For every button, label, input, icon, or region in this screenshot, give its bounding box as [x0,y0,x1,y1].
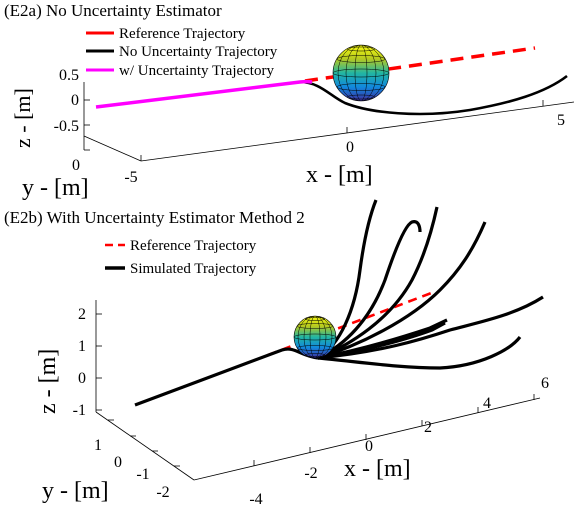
panel-title: (E2b) With Uncertainty Estimator Method … [4,208,305,227]
panel-title: (E2a) No Uncertainty Estimator [4,1,222,20]
simulated-trajectory [317,295,544,360]
simulated-trajectory [317,221,487,360]
panel-e2b: (E2b) With Uncertainty Estimator Method … [4,199,549,506]
x-tick: 5 [557,112,565,129]
y-tick: 0 [72,157,80,174]
x-tick: 2 [424,419,432,436]
reference-trajectory [304,46,536,83]
x-tick: 0 [365,438,373,455]
x-tick: -2 [304,465,317,482]
legend: Reference Trajectory No Uncertainty Traj… [81,22,279,82]
y-axis-label: y - [m] [22,175,89,201]
z-tick: 0.5 [59,67,79,84]
legend: Reference Trajectory Simulated Trajector… [100,232,286,280]
y-axis-label: y - [m] [42,478,109,504]
legend-label: Reference Trajectory [119,26,246,42]
simulated-trajectory [317,335,522,370]
sphere-obstacle [332,44,390,102]
no-uncertainty-trajectory [299,74,568,116]
sphere-obstacle [293,315,337,359]
x-axis-label: x - [m] [344,456,411,482]
x-tick: 4 [483,395,491,412]
z-tick: 2 [78,306,86,323]
z-tick: 1 [78,338,86,355]
x-tick: 6 [541,375,549,392]
simulated-trajectory [317,220,422,360]
z-axis-label: z - [m] [10,88,35,148]
z-tick: 0 [78,370,86,387]
y-tick: 1 [94,437,102,454]
panel-e2a: (E2a) No Uncertainty Estimator 0.5 0 -0.… [4,1,575,201]
legend-label: w/ Uncertainty Trajectory [119,63,274,79]
x-tick: -4 [249,491,262,506]
x-tick: 0 [346,139,354,156]
z-axis-label: z - [m] [35,349,61,414]
simulated-trajectory [134,347,319,407]
legend-label: Reference Trajectory [130,238,257,254]
z-tick: -0.5 [54,118,79,135]
simulated-trajectory [317,206,439,360]
axes-box [95,300,541,481]
legend-label: No Uncertainty Trajectory [119,44,278,60]
y-tick: -2 [156,484,169,501]
y-tick: -1 [136,466,149,483]
z-tick: 0 [71,92,79,109]
y-tick: 0 [114,454,122,471]
x-axis-label: x - [m] [306,162,373,188]
y-tick: -5 [124,169,137,186]
simulated-trajectories [134,199,544,407]
with-uncertainty-trajectory [95,79,313,109]
z-tick: -1 [73,402,86,419]
legend-label: Simulated Trajectory [130,261,257,277]
axes-box [83,58,575,162]
